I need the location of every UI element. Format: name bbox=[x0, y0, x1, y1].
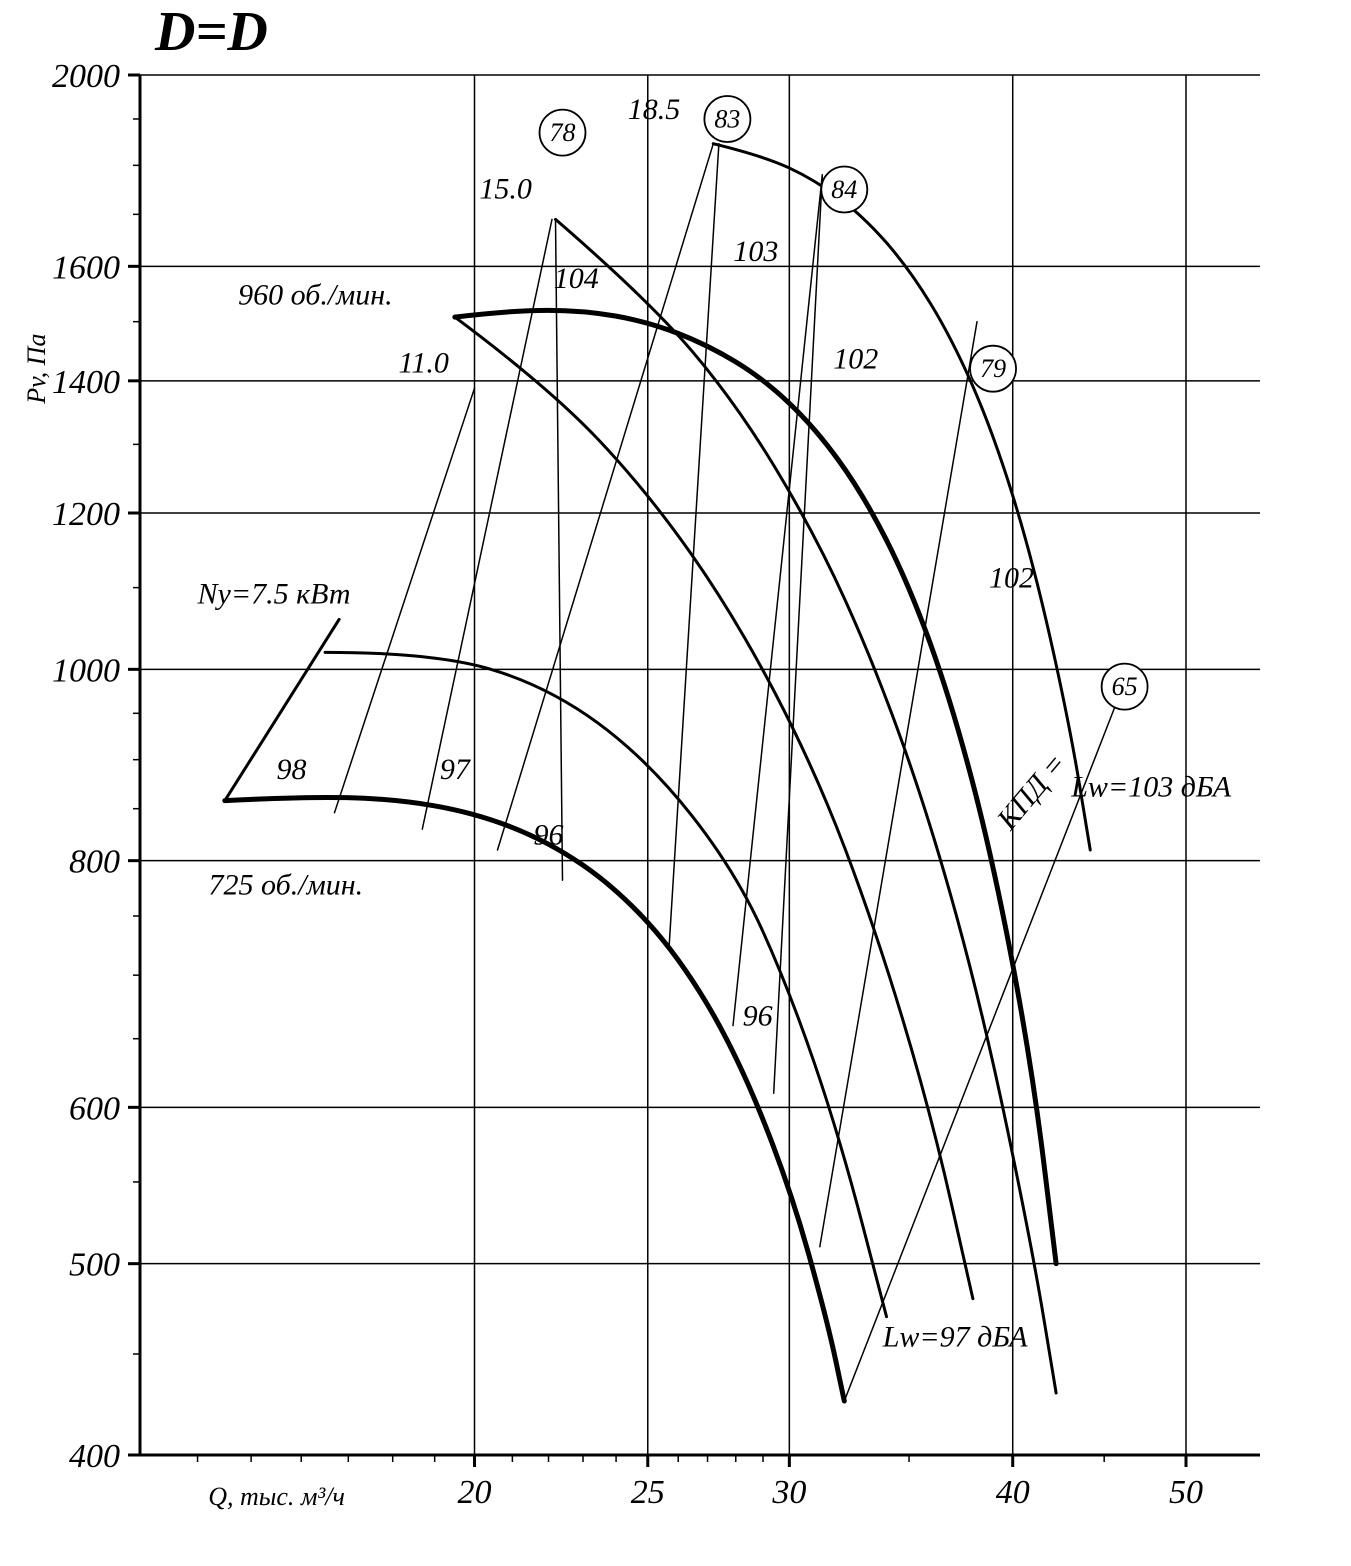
x-tick-label: 20 bbox=[457, 1474, 491, 1511]
chart-label: 15.0 bbox=[479, 172, 532, 205]
svg-text:КПД =: КПД = bbox=[990, 747, 1073, 837]
y-tick-label: 400 bbox=[69, 1438, 120, 1475]
svg-text:78: 78 bbox=[549, 118, 575, 147]
eff-circle-79: 79 bbox=[970, 346, 1016, 392]
x-tick-label: 25 bbox=[631, 1474, 665, 1511]
chart-label: 102 bbox=[989, 562, 1034, 595]
chart-label: 96 bbox=[534, 819, 564, 852]
y-tick-label: 1000 bbox=[52, 652, 120, 689]
eff-line-e78 bbox=[556, 219, 563, 880]
chart-label: Lw=97 дБА bbox=[882, 1321, 1029, 1354]
svg-text:84: 84 bbox=[831, 175, 857, 204]
eff-circle-84: 84 bbox=[821, 166, 867, 212]
eff-circle-83: 83 bbox=[704, 96, 750, 142]
chart-label: 97 bbox=[440, 753, 472, 786]
x-tick-label: 50 bbox=[1169, 1474, 1203, 1511]
chart-label: 104 bbox=[554, 262, 599, 295]
fan-curve-960 bbox=[455, 310, 1056, 1263]
y-tick-label: 500 bbox=[69, 1247, 120, 1284]
chart-label: 11.0 bbox=[399, 347, 449, 380]
chart-label: 96 bbox=[743, 1000, 773, 1033]
svg-text:65: 65 bbox=[1112, 672, 1138, 701]
circles-layer: 78 83 84 79 65 bbox=[539, 96, 1147, 710]
y-tick-label: 600 bbox=[69, 1090, 120, 1127]
eff-line-e84a bbox=[733, 175, 822, 1026]
y-tick-label: 2000 bbox=[52, 58, 120, 95]
x-tick-label: 30 bbox=[771, 1474, 806, 1511]
chart-label: 103 bbox=[733, 235, 778, 268]
x-tick-label: 40 bbox=[996, 1474, 1030, 1511]
eff-circle-78: 78 bbox=[539, 110, 585, 156]
chart-label: 98 bbox=[276, 753, 306, 786]
chart-label: Lw=103 дБА bbox=[1070, 771, 1232, 804]
chart-label: Nу=7.5 кВт bbox=[197, 577, 351, 610]
eff-circle-65: 65 bbox=[1102, 664, 1148, 710]
svg-text:83: 83 bbox=[714, 104, 740, 133]
y-tick-label: 1200 bbox=[52, 496, 120, 533]
fan-chart: 960 об./мин. 725 об./мин. Nу=7.5 кВт 11.0 15… bbox=[0, 0, 1351, 1566]
svg-text:79: 79 bbox=[980, 354, 1006, 383]
eff-line-e84b bbox=[774, 175, 823, 1093]
chart-label: 960 об./мин. bbox=[238, 279, 393, 312]
power-line-p11 bbox=[335, 388, 475, 813]
y-tick-label: 1600 bbox=[52, 249, 120, 286]
labels-layer: 960 об./мин. 725 об./мин. Nу=7.5 кВт 11.0 15… bbox=[197, 93, 1232, 1354]
y-tick-label: 800 bbox=[69, 844, 120, 881]
y-tick-label: 1400 bbox=[52, 364, 120, 401]
curves-layer bbox=[225, 144, 1115, 1401]
aux-curve-r2 bbox=[455, 317, 973, 1299]
chart-label: 102 bbox=[833, 343, 878, 376]
x-axis-label: Q, тыс. м³/ч bbox=[208, 1482, 345, 1511]
chart-label: 725 об./мин. bbox=[209, 869, 364, 902]
chart-label: 18.5 bbox=[628, 93, 681, 126]
aux-curve-r3 bbox=[325, 652, 886, 1316]
y-axis-label: Pv, Па bbox=[22, 334, 51, 405]
